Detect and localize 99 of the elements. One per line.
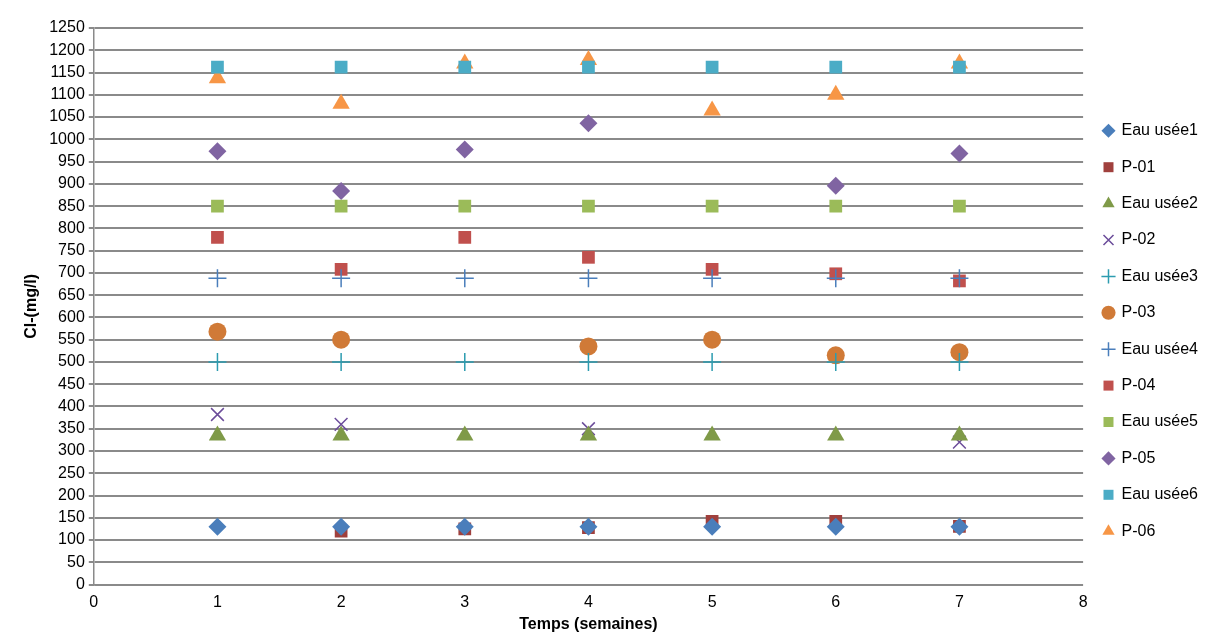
point: [458, 230, 472, 244]
point: [211, 230, 224, 244]
legend-label: P-03: [1121, 303, 1156, 321]
y-tick-label: 250: [58, 463, 85, 481]
x-tick-label: 6: [831, 592, 841, 610]
point: [826, 352, 846, 372]
y-tick-label: 0: [75, 575, 85, 593]
x-tick-label: 8: [1078, 592, 1088, 610]
point: [458, 60, 472, 74]
legend-label: Eau usée5: [1121, 412, 1199, 430]
x-tick-label: 5: [707, 592, 717, 610]
y-tick-label: 1000: [49, 129, 85, 147]
point: [455, 268, 475, 288]
y-tick-label: 650: [58, 285, 85, 303]
y-tick-label: 850: [58, 196, 85, 214]
y-tick-label: 900: [58, 174, 85, 192]
point: [581, 421, 596, 436]
legend-label: Eau usée2: [1121, 194, 1199, 212]
point: [579, 114, 598, 133]
x-tick-label: 0: [89, 592, 99, 610]
point: [455, 140, 474, 159]
point: [949, 268, 970, 288]
point: [211, 199, 224, 213]
y-tick-label: 1200: [49, 40, 85, 58]
legend-label: P-01: [1121, 157, 1156, 175]
point: [210, 407, 225, 422]
point: [208, 322, 227, 341]
point: [334, 60, 348, 74]
x-axis-title: Temps (semaines): [519, 614, 658, 632]
point: [331, 268, 351, 288]
point: [579, 337, 598, 356]
point: [829, 199, 843, 213]
y-tick-label: 550: [58, 330, 85, 348]
point: [332, 517, 351, 536]
point: [207, 268, 228, 288]
y-tick-label: 750: [58, 241, 85, 259]
y-tick-label: 1050: [49, 107, 85, 125]
y-tick-label: 150: [58, 508, 85, 526]
legend-label: Eau usée4: [1121, 339, 1199, 357]
point: [334, 417, 349, 432]
y-tick-label: 1150: [50, 62, 85, 80]
point: [582, 250, 595, 264]
legend-label: P-04: [1121, 376, 1156, 394]
point: [703, 330, 722, 349]
y-tick-label: 400: [58, 396, 85, 414]
point: [702, 352, 722, 372]
point: [332, 181, 351, 200]
y-tick-label: 500: [58, 352, 85, 370]
point: [702, 268, 722, 288]
legend-label: Eau usée1: [1121, 121, 1199, 139]
legend-label: P-02: [1121, 230, 1156, 248]
legend-label: P-05: [1121, 448, 1156, 466]
x-tick-label: 3: [460, 592, 470, 610]
point: [455, 517, 474, 536]
point: [331, 352, 351, 372]
point: [826, 517, 845, 536]
point: [579, 517, 598, 536]
y-tick-label: 950: [58, 151, 85, 169]
y-tick-label: 200: [58, 485, 85, 503]
x-tick-label: 1: [213, 592, 222, 610]
y-tick-label: 1250: [49, 18, 85, 36]
x-tick-label: 2: [336, 592, 346, 610]
point: [332, 330, 351, 349]
x-tick-label: 4: [583, 592, 593, 610]
y-tick-label: 600: [58, 307, 85, 325]
point: [207, 352, 228, 372]
y-axis-title: Cl-(mg/l): [22, 273, 40, 339]
point: [578, 352, 599, 372]
point: [582, 199, 595, 213]
point: [208, 517, 227, 536]
legend-label: Eau usée6: [1121, 485, 1199, 503]
y-tick-label: 450: [58, 374, 85, 392]
point: [208, 142, 227, 161]
y-tick-label: 100: [58, 530, 85, 548]
point: [705, 60, 719, 74]
y-tick-label: 300: [58, 441, 85, 459]
legend-label: Eau usée3: [1121, 266, 1199, 284]
y-tick-label: 800: [58, 218, 85, 236]
point: [826, 176, 845, 195]
y-tick-label: 350: [58, 419, 85, 437]
point: [826, 268, 846, 288]
y-tick-label: 50: [67, 552, 85, 570]
point: [952, 435, 967, 450]
point: [829, 60, 843, 74]
point: [953, 199, 966, 213]
y-tick-label: 1100: [50, 85, 85, 103]
point: [703, 517, 722, 536]
point: [211, 60, 224, 74]
point: [582, 60, 595, 74]
point: [949, 352, 970, 372]
legend-label: P-06: [1121, 521, 1156, 539]
point: [953, 60, 966, 74]
y-tick-label: 700: [58, 263, 85, 281]
point: [578, 268, 599, 288]
point: [950, 144, 969, 163]
x-tick-label: 7: [954, 592, 964, 610]
point: [455, 352, 475, 372]
point: [950, 343, 969, 362]
point: [458, 199, 472, 213]
